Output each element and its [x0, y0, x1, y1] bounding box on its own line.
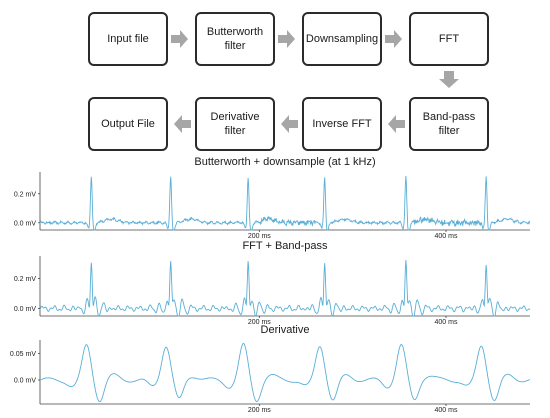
- arrow-derivative-to-output: [174, 115, 191, 133]
- plot-derivative: 0.05 mV 0.0 mV 200 ms 400 ms: [10, 340, 531, 414]
- arrow-butterworth-to-downsampling: [278, 30, 295, 48]
- arrow-ifft-to-derivative: [281, 115, 298, 133]
- x-tick-label: 400 ms: [435, 407, 458, 414]
- arrow-downsampling-to-fft: [385, 30, 402, 48]
- node-inverse-fft: Inverse FFT: [302, 97, 382, 151]
- node-fft: FFT: [409, 12, 489, 66]
- y-tick-label: 0.2 mV: [14, 191, 37, 198]
- plot-butterworth: 0.2 mV 0.0 mV 200 ms 400 ms: [14, 172, 530, 240]
- signal-trace: [39, 342, 531, 403]
- node-input-file: Input file: [88, 12, 168, 66]
- arrow-bandpass-to-ifft: [388, 115, 405, 133]
- node-band-pass-filter: Band-pass filter: [409, 97, 489, 151]
- y-tick-label: 0.0 mV: [14, 220, 37, 227]
- y-tick-label: 0.05 mV: [10, 351, 36, 358]
- plot-title-derivative: Derivative: [260, 324, 310, 336]
- signal-trace: [39, 175, 530, 231]
- node-output-file: Output File: [88, 97, 168, 151]
- arrow-fft-to-bandpass: [439, 71, 459, 88]
- y-tick-label: 0.2 mV: [14, 276, 37, 283]
- flow-arrows: [171, 30, 459, 133]
- plot-title-bandpass: FFT + Band-pass: [242, 240, 328, 252]
- node-downsampling: Downsampling: [302, 12, 382, 66]
- plot-title-butterworth: Butterworth + downsample (at 1 kHz): [194, 156, 376, 168]
- x-tick-label: 200 ms: [248, 233, 271, 240]
- y-tick-label: 0.0 mV: [14, 306, 37, 313]
- node-butterworth-filter: Butterworth filter: [195, 12, 275, 66]
- node-derivative-filter: Derivative filter: [195, 97, 275, 151]
- x-tick-label: 400 ms: [435, 233, 458, 240]
- y-tick-label: 0.0 mV: [14, 378, 37, 385]
- arrow-input-to-butterworth: [171, 30, 188, 48]
- plot-bandpass: 0.2 mV 0.0 mV 200 ms 400 ms: [14, 256, 531, 326]
- signal-trace: [39, 259, 531, 317]
- x-tick-label: 400 ms: [435, 319, 458, 326]
- x-tick-label: 200 ms: [248, 319, 271, 326]
- x-tick-label: 200 ms: [248, 407, 271, 414]
